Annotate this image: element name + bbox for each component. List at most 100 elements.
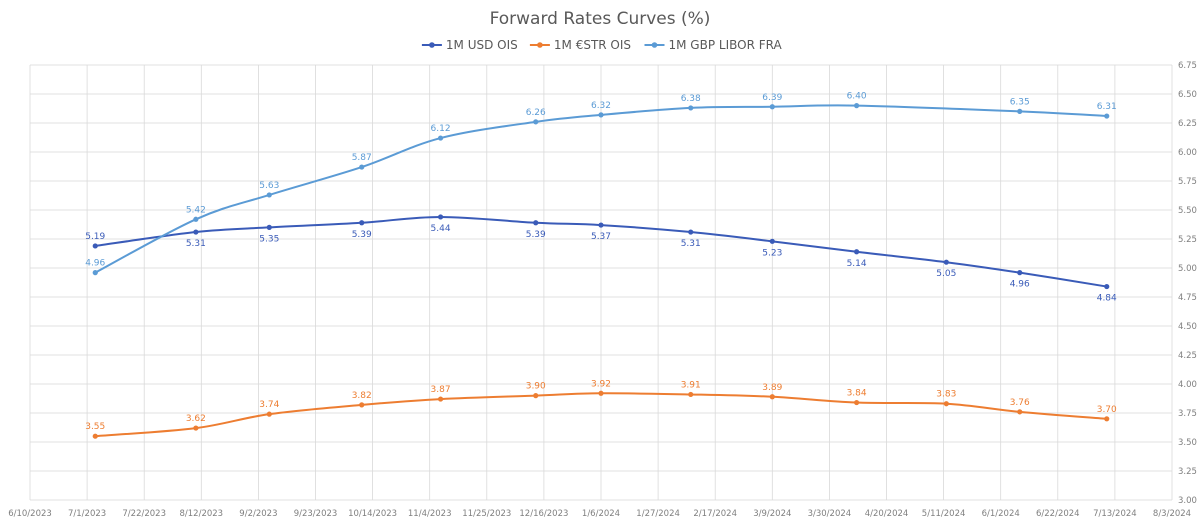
data-label: 6.26: [526, 108, 546, 118]
data-point: [1017, 108, 1023, 114]
chart-legend: 1M USD OIS 1M €STR OIS 1M GBP LIBOR FRA: [421, 38, 783, 52]
data-label: 6.40: [847, 92, 867, 102]
y-tick-label: 5.25: [1178, 235, 1197, 245]
y-axis: 3.00 3.25 3.50 3.75 4.00 4.25 4.50 4.75 5.00 5.25…: [1178, 61, 1197, 506]
data-point: [598, 112, 604, 118]
data-label: 3.55: [85, 422, 105, 432]
legend-dot-marker: [429, 42, 435, 48]
data-point: [853, 103, 860, 109]
data-point: [266, 411, 272, 417]
data-label: 5.19: [85, 232, 105, 242]
y-tick-label: 6.50: [1178, 90, 1197, 100]
data-label: 3.83: [936, 390, 956, 400]
legend-dot-marker: [651, 42, 658, 48]
data-point: [92, 243, 98, 249]
y-tick-label: 4.25: [1178, 351, 1197, 361]
series-1m-str-ois: [92, 390, 1110, 439]
legend-item-1m-usd-ois: 1M USD OIS: [421, 38, 518, 52]
data-point: [266, 192, 272, 198]
x-tick-label: 2/17/2024: [693, 509, 737, 519]
x-tick-label: 7/13/2024: [1093, 509, 1137, 519]
data-label: 3.62: [186, 414, 206, 424]
data-point: [769, 104, 775, 110]
x-tick-label: 9/2/2023: [239, 509, 277, 519]
legend-label: 1M USD OIS: [446, 38, 518, 52]
data-point: [688, 105, 694, 111]
data-label: 3.82: [352, 391, 372, 401]
series-line: [94, 104, 1107, 274]
data-label: 6.31: [1097, 102, 1117, 112]
data-label: 6.35: [1010, 97, 1030, 107]
data-point: [853, 249, 860, 255]
data-label: 3.89: [762, 383, 782, 393]
y-tick-label: 6.25: [1178, 119, 1197, 129]
x-tick-label: 10/14/2023: [348, 509, 397, 519]
legend-label: 1M GBP LIBOR FRA: [669, 38, 783, 52]
y-tick-label: 5.75: [1178, 177, 1197, 187]
x-tick-label: 6/1/2024: [982, 509, 1020, 519]
data-point: [1017, 270, 1023, 276]
series-1m-gbp-libor-fra: [92, 103, 1110, 276]
data-point: [359, 220, 365, 226]
data-point: [193, 216, 199, 222]
data-point: [193, 425, 199, 431]
data-point: [92, 433, 98, 439]
data-point: [688, 391, 694, 398]
legend-item-1m-str-ois: 1M €STR OIS: [529, 38, 631, 52]
data-label: 3.91: [681, 380, 701, 390]
data-point: [943, 401, 949, 407]
chart-grid: [29, 64, 1173, 501]
x-tick-label: 6/10/2023: [8, 509, 52, 519]
series-1m-usd-ois: [92, 214, 1110, 290]
x-tick-label: 8/3/2024: [1153, 509, 1191, 519]
data-label: 3.70: [1097, 405, 1117, 415]
data-label: 5.39: [526, 230, 546, 240]
data-label: 4.96: [85, 259, 105, 269]
data-label: 3.87: [431, 385, 451, 395]
data-point: [943, 259, 949, 265]
data-point: [598, 390, 604, 396]
x-tick-label: 7/1/2023: [68, 509, 106, 519]
data-point: [266, 224, 272, 230]
legend-dot-marker: [537, 42, 543, 48]
data-label: 5.44: [431, 224, 451, 234]
data-point: [359, 402, 365, 408]
data-label: 3.90: [526, 382, 546, 392]
data-label: 5.42: [186, 205, 206, 215]
data-point: [533, 393, 539, 399]
data-label: 6.39: [762, 93, 782, 103]
data-label: 3.92: [591, 379, 611, 389]
data-label: 5.35: [259, 234, 279, 244]
data-label: 5.31: [186, 239, 206, 249]
x-tick-label: 7/22/2023: [122, 509, 166, 519]
data-point: [533, 119, 539, 125]
y-tick-label: 4.00: [1178, 380, 1197, 390]
x-tick-label: 6/22/2024: [1036, 509, 1080, 519]
x-axis: 6/10/2023 7/1/2023 7/22/2023 8/12/2023 9/2/2…: [8, 509, 1191, 519]
data-label: 4.84: [1097, 294, 1117, 304]
data-label: 6.32: [591, 101, 611, 111]
data-label: 6.12: [431, 124, 451, 134]
y-tick-label: 5.50: [1178, 206, 1197, 216]
data-label: 3.84: [847, 389, 867, 399]
legend-label: 1M €STR OIS: [554, 38, 631, 52]
x-tick-label: 3/9/2024: [753, 509, 791, 519]
data-label: 3.74: [259, 400, 279, 410]
data-label: 5.63: [259, 181, 279, 191]
data-point: [688, 229, 694, 235]
series-layer: [92, 103, 1110, 439]
x-tick-label: 1/27/2024: [636, 509, 680, 519]
data-label: 5.39: [352, 230, 372, 240]
data-label: 5.05: [936, 269, 956, 279]
data-label: 5.23: [762, 248, 782, 258]
y-tick-label: 3.75: [1178, 409, 1197, 419]
data-label: 4.96: [1010, 280, 1030, 290]
data-label: 5.31: [681, 239, 701, 249]
data-point: [769, 394, 775, 400]
x-tick-label: 5/11/2024: [922, 509, 966, 519]
data-point: [769, 238, 775, 244]
x-tick-label: 4/20/2024: [865, 509, 909, 519]
x-tick-label: 12/16/2023: [519, 509, 568, 519]
